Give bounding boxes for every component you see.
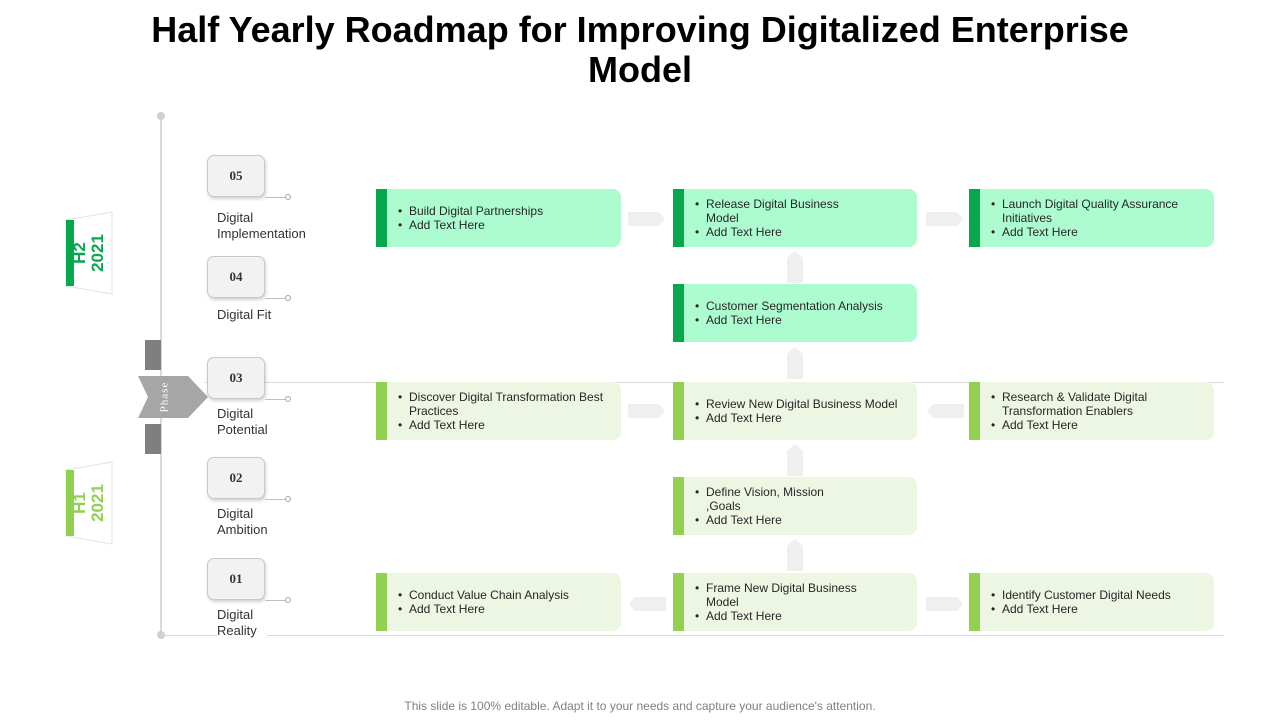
half-year-tab-h1: H1 2021 — [64, 458, 114, 548]
step-connector — [265, 298, 288, 299]
card-accent — [673, 189, 684, 247]
card-item: Add Text Here — [695, 513, 829, 527]
step-connector — [265, 399, 288, 400]
step-label-digital-ambition: Digital Ambition — [217, 506, 285, 538]
card-item: Frame New Digital Business Model — [695, 581, 862, 609]
step-dot — [285, 194, 291, 200]
flow-arrow-up — [787, 251, 803, 283]
card-accent — [673, 284, 684, 342]
axis-top-dot — [157, 112, 165, 120]
card-accent — [969, 382, 980, 440]
card-item: Add Text Here — [695, 225, 847, 239]
card-build-digital-partnerships: Build Digital PartnershipsAdd Text Here — [376, 189, 621, 247]
card-item: Add Text Here — [398, 218, 543, 232]
card-item: Customer Segmentation Analysis — [695, 299, 883, 313]
card-item: Add Text Here — [991, 225, 1184, 239]
card-item: Build Digital Partnerships — [398, 204, 543, 218]
step-connector — [265, 600, 288, 601]
flow-arrow-left — [927, 404, 964, 418]
flow-arrow-right — [628, 212, 665, 226]
step-dot — [285, 597, 291, 603]
card-accent — [376, 189, 387, 247]
step-dot — [285, 496, 291, 502]
card-customer-segmentation-analysis: Customer Segmentation AnalysisAdd Text H… — [673, 284, 917, 342]
card-item: Add Text Here — [695, 313, 883, 327]
card-accent — [673, 477, 684, 535]
card-item: Release Digital Business Model — [695, 197, 847, 225]
step-label-digital-potential: Digital Potential — [217, 406, 285, 438]
card-frame-new-digital-business-model: Frame New Digital Business ModelAdd Text… — [673, 573, 917, 631]
card-accent — [673, 573, 684, 631]
flow-arrow-up — [787, 539, 803, 571]
step-label-digital-implementation: Digital Implementation — [217, 210, 327, 242]
phase-bar-bottom — [145, 424, 161, 454]
card-item: Conduct Value Chain Analysis — [398, 588, 569, 602]
card-identify-customer-digital-needs: Identify Customer Digital NeedsAdd Text … — [969, 573, 1214, 631]
card-item: Add Text Here — [398, 602, 569, 616]
card-discover-best-practices: Discover Digital Transformation Best Pra… — [376, 382, 621, 440]
card-item: Research & Validate Digital Transformati… — [991, 390, 1164, 418]
card-define-vision-mission-goals: Define Vision, Mission ,GoalsAdd Text He… — [673, 477, 917, 535]
step-badge-02: 02 — [207, 457, 265, 499]
card-accent — [969, 189, 980, 247]
card-conduct-value-chain-analysis: Conduct Value Chain AnalysisAdd Text Her… — [376, 573, 621, 631]
card-accent — [673, 382, 684, 440]
card-item: Add Text Here — [695, 411, 897, 425]
step-label-digital-fit: Digital Fit — [217, 307, 327, 323]
card-item: Identify Customer Digital Needs — [991, 588, 1171, 602]
card-release-digital-business-model: Release Digital Business ModelAdd Text H… — [673, 189, 917, 247]
card-item: Discover Digital Transformation Best Pra… — [398, 390, 609, 418]
step-dot — [285, 295, 291, 301]
card-research-validate-enablers: Research & Validate Digital Transformati… — [969, 382, 1214, 440]
step-badge-03: 03 — [207, 357, 265, 399]
slide-title: Half Yearly Roadmap for Improving Digita… — [151, 9, 1129, 90]
year-label: 2021 — [88, 234, 107, 272]
half-year-tab-h2: H2 2021 — [64, 208, 114, 298]
card-item: Launch Digital Quality Assurance Initiat… — [991, 197, 1184, 225]
card-item: Review New Digital Business Model — [695, 397, 897, 411]
card-review-new-digital-business-model: Review New Digital Business ModelAdd Tex… — [673, 382, 917, 440]
card-item: Add Text Here — [398, 418, 609, 432]
card-accent — [969, 573, 980, 631]
flow-arrow-right — [628, 404, 665, 418]
step-badge-01: 01 — [207, 558, 265, 600]
half-year-label: H2 — [70, 242, 89, 264]
phase-bar-top — [145, 340, 161, 370]
flow-arrow-right — [926, 597, 963, 611]
flow-arrow-up — [787, 347, 803, 379]
step-badge-05: 05 — [207, 155, 265, 197]
footer-note: This slide is 100% editable. Adapt it to… — [404, 699, 876, 713]
flow-arrow-right — [926, 212, 963, 226]
step-connector — [265, 499, 288, 500]
step-dot — [285, 396, 291, 402]
card-item: Add Text Here — [695, 609, 862, 623]
step-connector — [265, 197, 288, 198]
half-year-label: H1 — [70, 492, 89, 514]
card-item: Add Text Here — [991, 602, 1171, 616]
card-launch-digital-quality-assurance: Launch Digital Quality Assurance Initiat… — [969, 189, 1214, 247]
phase-arrow — [138, 376, 208, 418]
baseline — [161, 635, 1224, 636]
flow-arrow-left — [629, 597, 666, 611]
year-label: 2021 — [88, 484, 107, 522]
flow-arrow-up — [787, 444, 803, 476]
phase-label: Phase — [157, 381, 170, 413]
card-accent — [376, 573, 387, 631]
card-item: Define Vision, Mission ,Goals — [695, 485, 829, 513]
step-label-digital-reality: Digital Reality — [217, 607, 267, 639]
card-accent — [376, 382, 387, 440]
step-badge-04: 04 — [207, 256, 265, 298]
card-item: Add Text Here — [991, 418, 1164, 432]
